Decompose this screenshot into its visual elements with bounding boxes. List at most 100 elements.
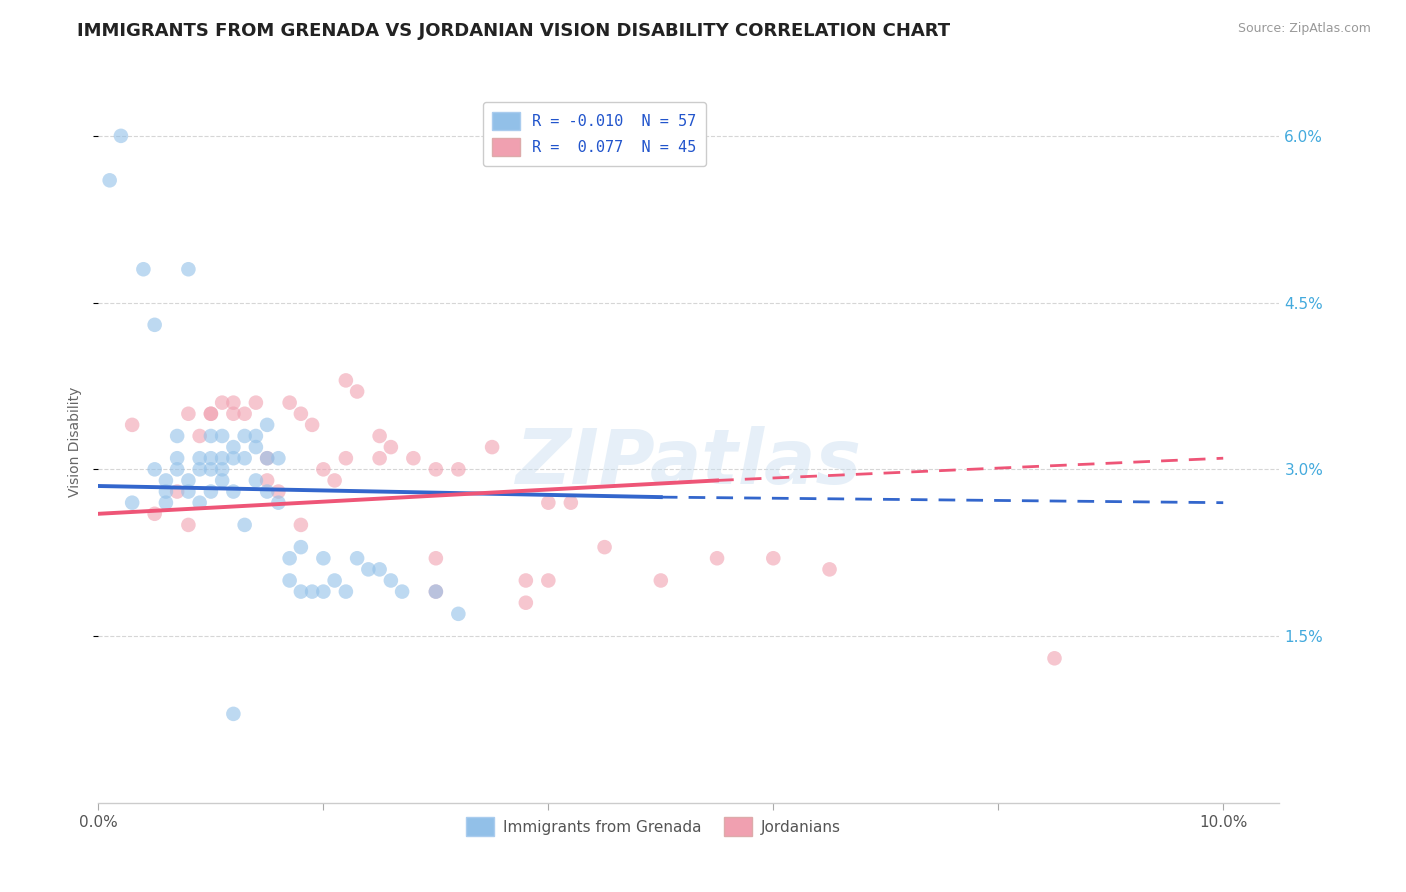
Point bbox=[177, 407, 200, 421]
Point bbox=[256, 451, 278, 466]
Legend: Immigrants from Grenada, Jordanians: Immigrants from Grenada, Jordanians bbox=[460, 811, 846, 842]
Point bbox=[301, 584, 323, 599]
Point bbox=[166, 429, 188, 443]
Point bbox=[380, 440, 402, 454]
Point bbox=[537, 496, 560, 510]
Point bbox=[166, 462, 188, 476]
Point bbox=[177, 474, 200, 488]
Point bbox=[650, 574, 672, 588]
Point bbox=[301, 417, 323, 432]
Text: ZIPatlas: ZIPatlas bbox=[516, 426, 862, 500]
Point bbox=[425, 584, 447, 599]
Point bbox=[222, 484, 245, 499]
Point bbox=[481, 440, 503, 454]
Point bbox=[335, 584, 357, 599]
Point bbox=[278, 551, 301, 566]
Point bbox=[177, 484, 200, 499]
Point bbox=[346, 551, 368, 566]
Point bbox=[143, 507, 166, 521]
Point bbox=[211, 474, 233, 488]
Point bbox=[200, 407, 222, 421]
Point bbox=[188, 451, 211, 466]
Point bbox=[312, 584, 335, 599]
Point bbox=[335, 373, 357, 387]
Point bbox=[515, 596, 537, 610]
Point bbox=[143, 318, 166, 332]
Point bbox=[290, 584, 312, 599]
Point bbox=[166, 451, 188, 466]
Point bbox=[593, 540, 616, 554]
Point bbox=[256, 484, 278, 499]
Point bbox=[447, 607, 470, 621]
Point bbox=[245, 440, 267, 454]
Point bbox=[188, 496, 211, 510]
Point bbox=[177, 517, 200, 532]
Point bbox=[515, 574, 537, 588]
Point bbox=[166, 484, 188, 499]
Point bbox=[121, 417, 143, 432]
Point bbox=[402, 451, 425, 466]
Point bbox=[346, 384, 368, 399]
Point bbox=[222, 407, 245, 421]
Point bbox=[278, 395, 301, 409]
Point bbox=[132, 262, 155, 277]
Point bbox=[245, 474, 267, 488]
Point bbox=[245, 395, 267, 409]
Text: IMMIGRANTS FROM GRENADA VS JORDANIAN VISION DISABILITY CORRELATION CHART: IMMIGRANTS FROM GRENADA VS JORDANIAN VIS… bbox=[77, 22, 950, 40]
Point bbox=[222, 451, 245, 466]
Point bbox=[211, 429, 233, 443]
Point bbox=[278, 574, 301, 588]
Point bbox=[256, 474, 278, 488]
Point bbox=[200, 429, 222, 443]
Point bbox=[391, 584, 413, 599]
Point bbox=[98, 173, 121, 187]
Point bbox=[177, 262, 200, 277]
Point bbox=[706, 551, 728, 566]
Point bbox=[200, 407, 222, 421]
Point bbox=[323, 574, 346, 588]
Point bbox=[537, 574, 560, 588]
Text: Source: ZipAtlas.com: Source: ZipAtlas.com bbox=[1237, 22, 1371, 36]
Point bbox=[233, 517, 256, 532]
Point bbox=[312, 462, 335, 476]
Point bbox=[233, 429, 256, 443]
Point bbox=[290, 540, 312, 554]
Point bbox=[425, 551, 447, 566]
Point bbox=[233, 407, 256, 421]
Point bbox=[335, 451, 357, 466]
Point bbox=[256, 417, 278, 432]
Point bbox=[818, 562, 841, 576]
Point bbox=[357, 562, 380, 576]
Point bbox=[200, 462, 222, 476]
Point bbox=[290, 517, 312, 532]
Point bbox=[155, 474, 177, 488]
Point bbox=[762, 551, 785, 566]
Point bbox=[233, 451, 256, 466]
Point bbox=[323, 474, 346, 488]
Point bbox=[200, 451, 222, 466]
Point bbox=[267, 496, 290, 510]
Point bbox=[155, 496, 177, 510]
Point bbox=[267, 451, 290, 466]
Point bbox=[188, 462, 211, 476]
Point bbox=[368, 429, 391, 443]
Point bbox=[368, 451, 391, 466]
Point bbox=[211, 451, 233, 466]
Point bbox=[312, 551, 335, 566]
Point bbox=[425, 584, 447, 599]
Point bbox=[155, 484, 177, 499]
Point bbox=[222, 706, 245, 721]
Point bbox=[245, 429, 267, 443]
Point bbox=[200, 484, 222, 499]
Point bbox=[380, 574, 402, 588]
Point bbox=[267, 484, 290, 499]
Point bbox=[222, 395, 245, 409]
Point bbox=[143, 462, 166, 476]
Point bbox=[121, 496, 143, 510]
Point bbox=[290, 407, 312, 421]
Point bbox=[256, 451, 278, 466]
Point bbox=[368, 562, 391, 576]
Point bbox=[211, 395, 233, 409]
Y-axis label: Vision Disability: Vision Disability bbox=[69, 386, 83, 497]
Point bbox=[222, 440, 245, 454]
